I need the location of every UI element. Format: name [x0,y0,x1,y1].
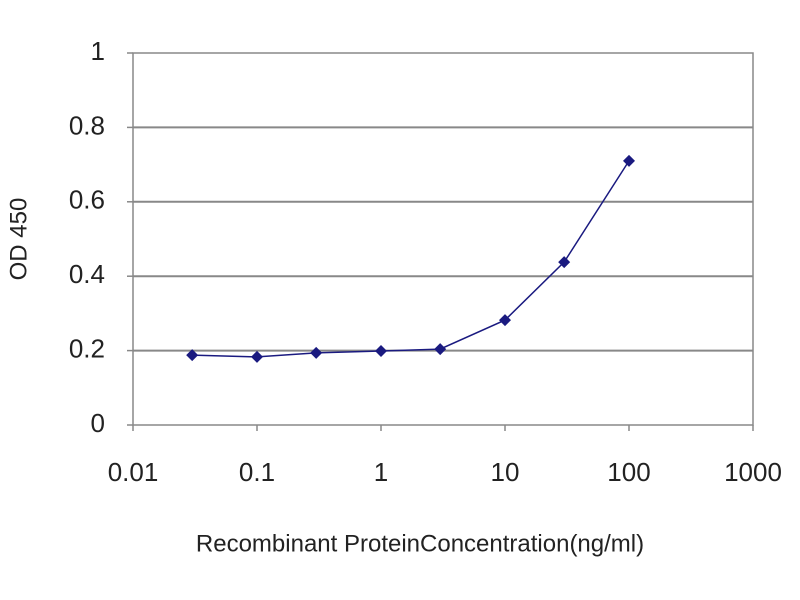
data-point [251,350,263,363]
y-tick-label: 1 [91,36,105,66]
series-line [192,160,630,358]
y-tick-label: 0.4 [69,259,105,289]
x-tick-label: 1000 [724,457,782,487]
data-point [623,154,635,167]
data-point [375,344,387,357]
y-tick-label: 0.6 [69,185,105,215]
plot-area [132,52,754,426]
y-tick-label: 0.2 [69,333,105,363]
x-tick-label: 1 [374,457,388,487]
data-point [558,256,571,269]
y-axis-label: OD 450 [5,198,32,281]
y-tick-label: 0.8 [69,110,105,140]
data-point [186,349,199,362]
data-point [310,346,323,359]
data-point [499,314,511,327]
data-point [434,343,447,356]
x-axis-label: Recombinant ProteinConcentration(ng/ml) [196,530,644,557]
x-tick-label: 0.1 [239,457,275,487]
x-tick-label: 10 [491,457,520,487]
x-tick-label: 0.01 [108,457,159,487]
y-tick-label: 0 [91,408,105,438]
x-tick-label: 100 [607,457,650,487]
